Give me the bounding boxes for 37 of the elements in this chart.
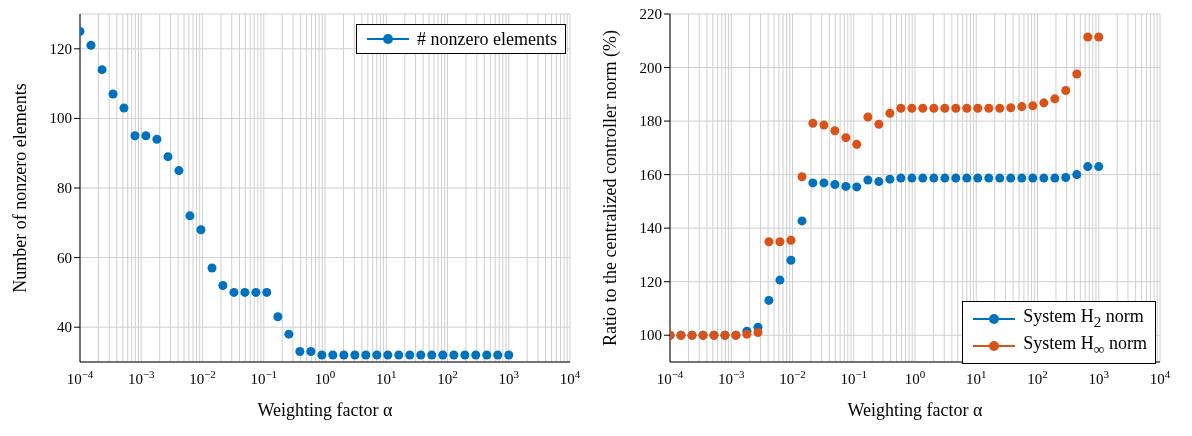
y-tick-label: 120 xyxy=(639,273,662,290)
x-tick-label: 10$^{1}$ xyxy=(966,368,987,387)
x-tick-label: 10$^{−1}$ xyxy=(840,368,868,387)
x-tick-label: 10$^{0}$ xyxy=(314,368,336,387)
legend-label: # nonzero elements xyxy=(417,28,557,50)
x-tick-label: 10$^{2}$ xyxy=(437,368,458,387)
x-tick-label: 10$^{−2}$ xyxy=(779,368,806,387)
x-tick-label: 10$^{−1}$ xyxy=(250,368,278,387)
y-tick-label: 40 xyxy=(57,319,72,336)
y-tick-label: 160 xyxy=(639,166,662,183)
x-tick-label: 10$^{0}$ xyxy=(904,368,926,387)
legend-label: System H$_{2}$ norm xyxy=(1023,304,1144,332)
x-tick-label: 10$^{2}$ xyxy=(1027,368,1048,387)
x-tick-label: 10$^{3}$ xyxy=(1088,368,1110,387)
x-tick-label: 10$^{−4}$ xyxy=(66,368,94,387)
y-tick-label: 220 xyxy=(639,6,662,22)
legend-label: System H$_{∞}$ norm xyxy=(1023,332,1147,359)
y-axis-title: Number of nonzero elements xyxy=(10,83,31,293)
y-tick-label: 200 xyxy=(639,59,662,76)
x-tick-label: 10$^{1}$ xyxy=(376,368,397,387)
y-tick-label: 80 xyxy=(57,180,72,196)
x-axis-title: Weighting factor α xyxy=(257,400,394,420)
x-tick-label: 10$^{4}$ xyxy=(1149,368,1171,387)
x-tick-label: 10$^{3}$ xyxy=(498,368,520,387)
x-tick-label: 10$^{−3}$ xyxy=(127,368,156,387)
y-tick-label: 60 xyxy=(57,249,72,266)
x-tick-label: 10$^{4}$ xyxy=(559,368,581,387)
x-tick-label: 10$^{−3}$ xyxy=(717,368,746,387)
y-tick-label: 140 xyxy=(639,220,662,237)
x-tick-label: 10$^{−2}$ xyxy=(189,368,216,387)
x-tick-label: 10$^{−4}$ xyxy=(656,368,684,387)
y-tick-label: 180 xyxy=(639,113,662,130)
y-axis-title: Ratio to the centralized controller norm (%) xyxy=(600,30,622,346)
y-tick-label: 100 xyxy=(49,110,72,127)
y-tick-label: 100 xyxy=(639,327,662,344)
y-tick-label: 120 xyxy=(49,40,72,57)
x-axis-title: Weighting factor α xyxy=(847,400,984,420)
